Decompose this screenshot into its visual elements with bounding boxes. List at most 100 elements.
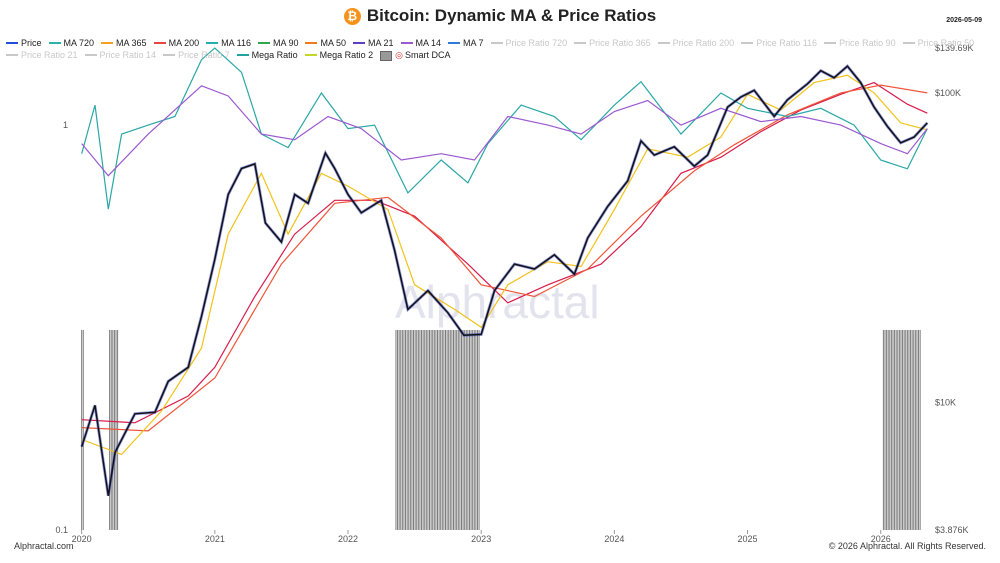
legend-label: MA 200 <box>168 38 200 48</box>
legend-swatch <box>153 41 166 44</box>
x-tick-label: 2023 <box>471 534 491 544</box>
bitcoin-icon: ₿ <box>343 7 361 25</box>
legend-label: MA 365 <box>116 38 147 48</box>
x-tick-label: 2026 <box>871 534 891 544</box>
series-line-ma-365 <box>81 84 928 432</box>
y-right-tick-label: $139.69K <box>935 43 974 53</box>
x-tick-label: 2022 <box>338 534 358 544</box>
legend-label: Smart DCA <box>405 50 451 60</box>
y-right-tick-label: $3.876K <box>935 525 969 535</box>
series-line-ma-50 <box>81 74 928 456</box>
y-left-tick-label: 1 <box>63 120 68 130</box>
legend-swatch <box>305 41 318 44</box>
legend-swatch <box>304 53 317 56</box>
legend-item-price-ratio-14[interactable]: Price Ratio 14 <box>84 49 157 61</box>
legend-item-mega-ratio-2[interactable]: Mega Ratio 2 <box>304 49 374 61</box>
footer-left: Alphractal.com <box>14 541 74 551</box>
legend-item-price-ratio-7[interactable]: Price Ratio 7 <box>163 49 230 61</box>
x-tick-label: 2020 <box>72 534 92 544</box>
price-series-line <box>80 65 928 496</box>
y-right-tick-label: $10K <box>935 398 956 408</box>
x-tick-label: 2024 <box>604 534 624 544</box>
legend-item-price-ratio-21[interactable]: Price Ratio 21 <box>6 49 78 61</box>
legend-swatch <box>902 41 915 44</box>
legend-swatch <box>257 41 270 44</box>
brain-icon: ◎ <box>395 50 404 60</box>
legend-swatch <box>824 41 837 44</box>
legend-item-ma-21[interactable]: MA 21 <box>353 37 394 49</box>
legend-swatch <box>6 53 18 56</box>
legend-label: Mega Ratio <box>251 50 298 60</box>
legend-item-mega-ratio[interactable]: Mega Ratio <box>236 49 298 61</box>
legend-item-price-ratio-50[interactable]: Price Ratio 50 <box>902 37 975 49</box>
legend-item-price-ratio-720[interactable]: Price Ratio 720 <box>490 37 568 49</box>
y-axis-left: 10.1 <box>55 120 68 535</box>
ma-lines <box>81 47 928 456</box>
legend: Price MA 720 MA 365 MA 200 MA 116 MA 90 MA 50 M… <box>6 37 991 61</box>
legend-label: Price <box>21 38 42 48</box>
legend-label: MA 7 <box>463 38 484 48</box>
legend-swatch <box>741 41 754 44</box>
legend-item-price-ratio-90[interactable]: Price Ratio 90 <box>824 37 896 49</box>
legend-swatch <box>448 41 461 44</box>
legend-item-ma-7[interactable]: MA 7 <box>448 37 484 49</box>
footer-right: © 2026 Alphractal. All Rights Reserved. <box>828 541 986 551</box>
chart-title: ₿ Bitcoin: Dynamic MA & Price Ratios <box>0 6 1000 26</box>
legend-swatch <box>6 41 18 44</box>
x-axis: 2020 2021 2022 2023 2024 2025 2026 <box>72 530 891 544</box>
y-right-tick-label: $100K <box>935 88 961 98</box>
smart-dca-swatch <box>380 50 393 61</box>
legend-swatch <box>400 41 413 44</box>
legend-swatch <box>206 41 219 44</box>
legend-item-ma-720[interactable]: MA 720 <box>48 37 95 49</box>
legend-label: MA 116 <box>221 38 251 48</box>
legend-item-ma-90[interactable]: MA 90 <box>257 37 299 49</box>
x-tick-label: 2021 <box>205 534 225 544</box>
legend-label: Price Ratio 720 <box>505 38 568 48</box>
smart-dca-bars <box>81 330 921 530</box>
legend-label: Price Ratio 21 <box>21 50 78 60</box>
title-text: Bitcoin: Dynamic MA & Price Ratios <box>366 6 657 25</box>
legend-item-price-ratio-200[interactable]: Price Ratio 200 <box>657 37 735 49</box>
legend-swatch <box>48 41 61 44</box>
legend-swatch <box>163 53 176 56</box>
y-left-tick-label: 0.1 <box>55 525 68 535</box>
legend-item-ma-116[interactable]: MA 116 <box>206 37 251 49</box>
legend-item-price-ratio-365[interactable]: Price Ratio 365 <box>574 37 651 49</box>
legend-swatch <box>657 41 670 44</box>
legend-label: MA 90 <box>272 38 299 48</box>
legend-label: Price Ratio 7 <box>178 50 230 60</box>
legend-swatch <box>353 41 365 44</box>
legend-label: Price Ratio 365 <box>589 38 651 48</box>
legend-item-price[interactable]: Price <box>6 37 42 49</box>
legend-swatch <box>84 53 97 56</box>
legend-item-ma-14[interactable]: MA 14 <box>400 37 442 49</box>
y-axis-right: $139.69K $100K $10K $3.876K <box>935 43 974 535</box>
legend-label: Price Ratio 50 <box>917 38 975 48</box>
legend-label: Price Ratio 200 <box>672 38 735 48</box>
x-tick-label: 2025 <box>738 534 758 544</box>
legend-label: Mega Ratio 2 <box>319 50 374 60</box>
legend-item-ma-365[interactable]: MA 365 <box>101 37 147 49</box>
legend-label: Price Ratio 14 <box>99 50 157 60</box>
legend-item-price-ratio-116[interactable]: Price Ratio 116 <box>741 37 817 49</box>
legend-swatch <box>574 41 587 44</box>
series-line-ma-200 <box>81 81 928 424</box>
legend-label: MA 50 <box>320 38 346 48</box>
legend-label: Price Ratio 90 <box>839 38 896 48</box>
date-stamp: 2026-05-09 <box>946 17 982 24</box>
series-line-mega-ratio <box>81 47 928 210</box>
legend-label: Price Ratio 116 <box>756 38 818 48</box>
legend-swatch <box>490 41 503 44</box>
legend-label: MA 21 <box>368 38 394 48</box>
legend-label: MA 14 <box>415 38 442 48</box>
legend-swatch <box>101 41 114 44</box>
legend-item-smart-dca[interactable]: ◎ Smart DCA <box>380 49 451 61</box>
legend-swatch <box>236 53 249 56</box>
legend-item-ma-50[interactable]: MA 50 <box>305 37 346 49</box>
price-line <box>80 64 929 497</box>
series-line-ma-14-ratio <box>81 85 928 177</box>
legend-item-ma-200[interactable]: MA 200 <box>153 37 200 49</box>
legend-label: MA 720 <box>63 38 95 48</box>
